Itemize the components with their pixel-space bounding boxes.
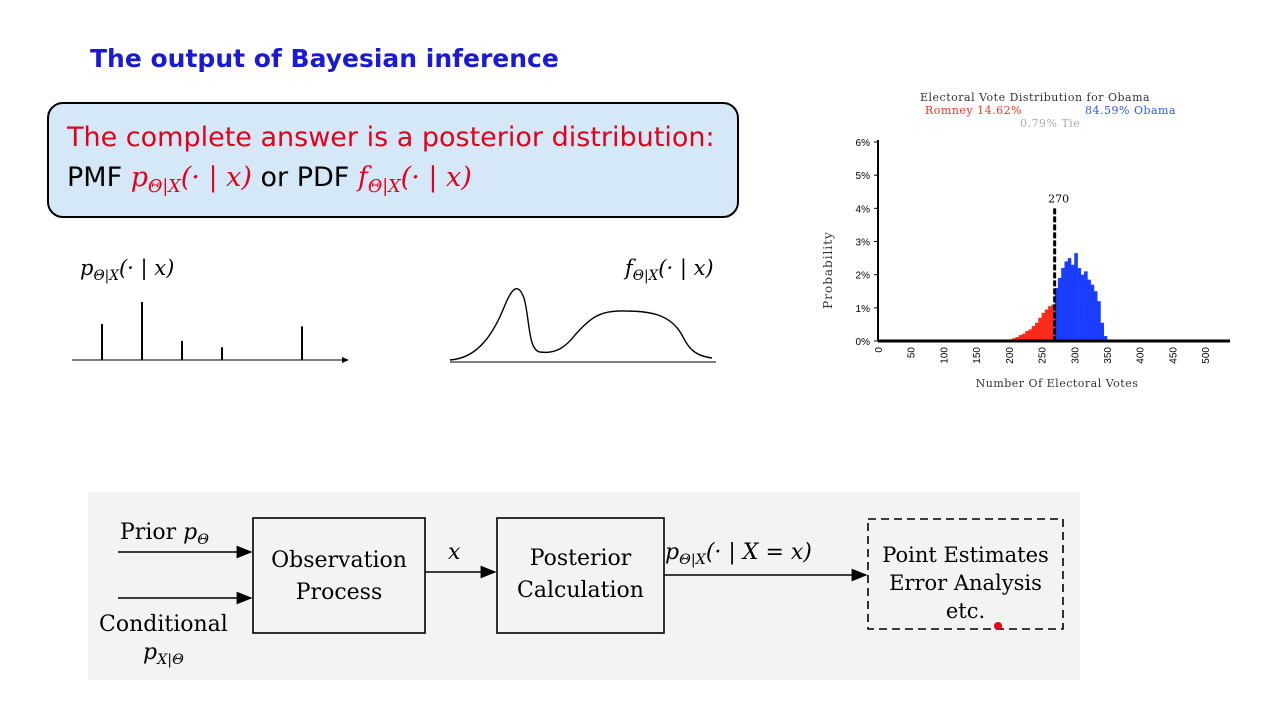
obama-bar: [1064, 261, 1069, 341]
obama-bar: [1080, 274, 1085, 341]
y-tick-label: 1%: [856, 304, 871, 315]
pmf-sketch: [72, 302, 349, 363]
x-tick-label: 200: [1005, 347, 1016, 364]
or-pdf-word: or PDF: [260, 162, 350, 193]
legend-tie: 0.79% Tie: [1020, 117, 1081, 130]
romney-bar: [1035, 322, 1039, 341]
romney-bar: [1038, 317, 1042, 341]
romney-bar: [1048, 306, 1052, 341]
pdf-curve: [449, 288, 713, 361]
chart-title: Electoral Vote Distribution for Obama: [920, 91, 1151, 104]
obama-bar: [1057, 277, 1062, 341]
observation-box: [252, 517, 426, 634]
x-tick-label: 100: [939, 347, 950, 364]
estimates-label-2: Error Analysis: [889, 571, 1042, 595]
pdf-sketch: [449, 288, 716, 363]
pmf-sketch-label: pΘ|X(· | x): [80, 256, 175, 284]
obama-bar: [1067, 258, 1072, 341]
romney-bar: [1031, 326, 1036, 341]
obama-bar: [1074, 253, 1078, 341]
y-tick-label: 3%: [856, 238, 871, 249]
estimates-label-1: Point Estimates: [882, 543, 1049, 567]
conditional-symbol: pX|Θ: [143, 640, 184, 668]
x-tick-label: 350: [1103, 347, 1114, 364]
observation-label-2: Process: [295, 580, 383, 605]
obama-bar: [1087, 279, 1091, 341]
pdf-sketch-label: fΘ|X(· | x): [625, 256, 714, 284]
obama-bar: [1093, 291, 1098, 341]
y-tick-label: 5%: [856, 171, 871, 182]
x-tick-label: 50: [907, 347, 918, 359]
posterior-label-1: Posterior: [529, 546, 632, 571]
posterior-output-label: pΘ|X(· | X = x): [665, 540, 812, 568]
obama-bar: [1103, 336, 1108, 341]
obama-bar: [1084, 271, 1088, 341]
posterior-answer-box: The complete answer is a posterior distr…: [47, 102, 739, 218]
slide-title: The output of Bayesian inference: [90, 44, 559, 73]
x-tick-label: 250: [1038, 347, 1049, 364]
answer-statement: The complete answer is a posterior distr…: [67, 122, 715, 153]
pdf-symbol: fΘ|X(· | x): [357, 162, 472, 198]
pmf-word: PMF: [67, 162, 123, 193]
x-tick-label: 450: [1168, 347, 1179, 364]
conditional-label: Conditional: [99, 612, 228, 637]
romney-bar: [1044, 309, 1049, 341]
y-tick-label: 2%: [856, 271, 871, 282]
y-tick-label: 0%: [856, 337, 871, 348]
x-tick-label: 500: [1201, 347, 1212, 364]
romney-bar: [1018, 335, 1023, 341]
legend-obama: 84.59% Obama: [1085, 104, 1177, 117]
obama-bar: [1061, 268, 1065, 341]
answer-formula: PMF pΘ|X(· | x) or PDF fΘ|X(· | x): [67, 162, 472, 197]
posterior-label-2: Calculation: [517, 578, 644, 603]
x-label: x: [448, 540, 461, 565]
y-tick-label: 6%: [856, 138, 871, 149]
x-tick-label: 0: [874, 347, 885, 353]
flow-diagram: [118, 517, 1064, 634]
romney-bar: [1015, 337, 1019, 341]
pointer-dot: [994, 622, 1002, 630]
posterior-box: [496, 517, 665, 634]
pmf-axis-arrow: [342, 357, 349, 363]
electoral-chart: Probability Number Of Electoral Votes 0%…: [821, 138, 1230, 390]
x-tick-label: 150: [972, 347, 983, 364]
estimates-box: [867, 518, 1064, 630]
pmf-symbol: pΘ|X(· | x): [130, 162, 252, 198]
obama-bar: [1071, 264, 1075, 341]
romney-bar: [1025, 331, 1029, 341]
obama-bar: [1077, 268, 1082, 341]
x-tick-label: 400: [1136, 347, 1147, 364]
obama-bar: [1097, 301, 1101, 341]
romney-bar: [1041, 312, 1046, 341]
obama-bar: [1054, 287, 1059, 341]
chart-xlabel: Number Of Electoral Votes: [976, 377, 1139, 390]
chart-ylabel: Probability: [821, 231, 835, 309]
romney-bar: [1021, 333, 1026, 341]
observation-label-1: Observation: [271, 548, 407, 573]
x-tick-label: 300: [1070, 347, 1081, 364]
obama-bar: [1090, 284, 1095, 341]
legend-romney: Romney 14.62%: [925, 104, 1023, 117]
estimates-label-3: etc.: [945, 599, 986, 623]
threshold-label: 270: [1048, 192, 1069, 205]
romney-bar: [1028, 329, 1033, 341]
prior-label: Prior pΘ: [120, 520, 209, 548]
y-tick-label: 4%: [856, 204, 871, 215]
obama-bar: [1100, 322, 1105, 341]
